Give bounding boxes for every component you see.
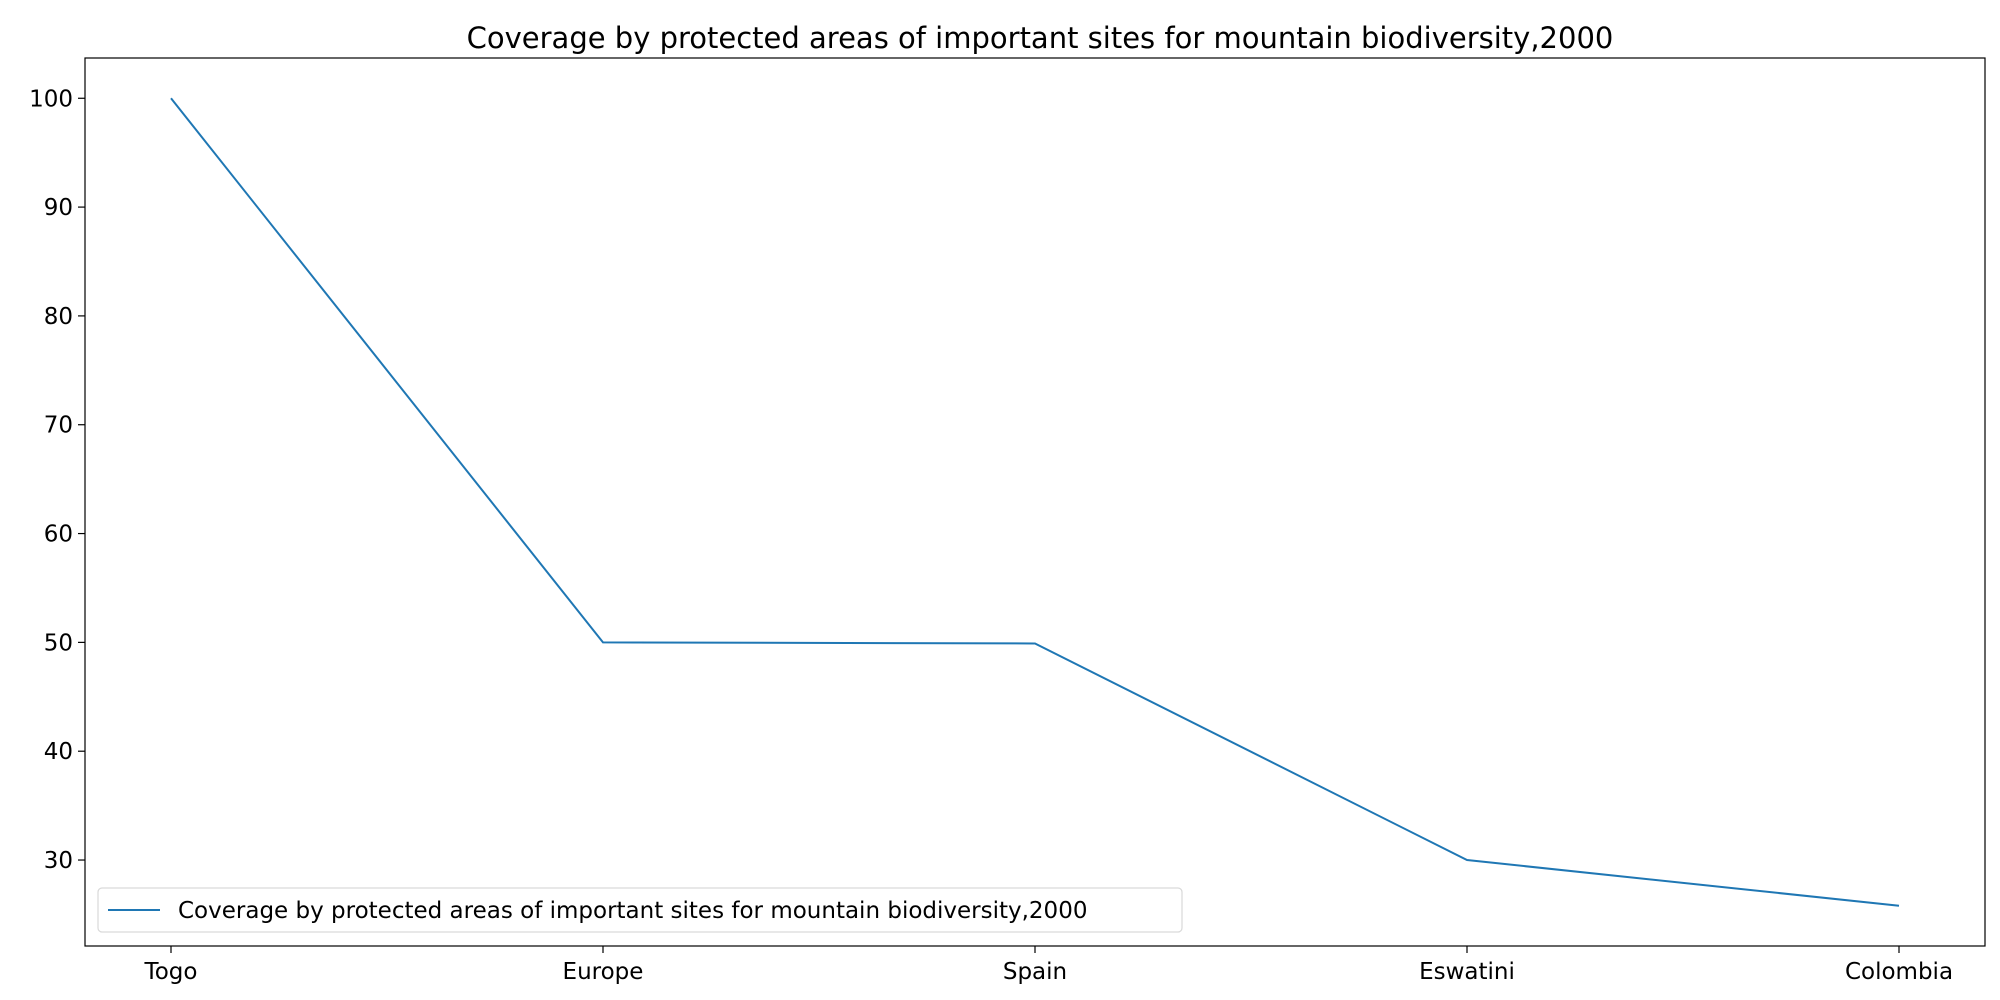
y-tick-label: 80 xyxy=(44,304,73,330)
y-tick-label: 40 xyxy=(44,739,73,765)
x-tick-label: Spain xyxy=(1003,959,1067,985)
x-tick-label: Togo xyxy=(144,959,198,985)
y-tick-label: 100 xyxy=(29,86,73,112)
x-axis: Togo Europe Spain Eswatini Colombia xyxy=(144,946,1953,985)
x-tick-label: Eswatini xyxy=(1419,959,1515,985)
series-layer xyxy=(170,97,1900,907)
y-tick-label: 50 xyxy=(44,630,73,656)
legend-box xyxy=(97,887,1183,933)
x-tick-label: Colombia xyxy=(1845,959,1953,985)
x-tick-label: Europe xyxy=(563,959,644,985)
y-tick-label: 90 xyxy=(44,195,73,221)
y-tick-label: 30 xyxy=(44,848,73,874)
y-tick-label: 60 xyxy=(44,522,73,548)
legend: Coverage by protected areas of important… xyxy=(97,887,1183,933)
y-axis: 30 40 50 60 70 80 90 100 xyxy=(29,86,85,874)
series-line-1 xyxy=(170,97,1900,907)
chart-title: Coverage by protected areas of important… xyxy=(467,21,1614,55)
y-tick-label: 70 xyxy=(44,413,73,439)
legend-entry-series-1: Coverage by protected areas of important… xyxy=(178,898,1087,924)
plot-area-frame xyxy=(84,57,1986,947)
